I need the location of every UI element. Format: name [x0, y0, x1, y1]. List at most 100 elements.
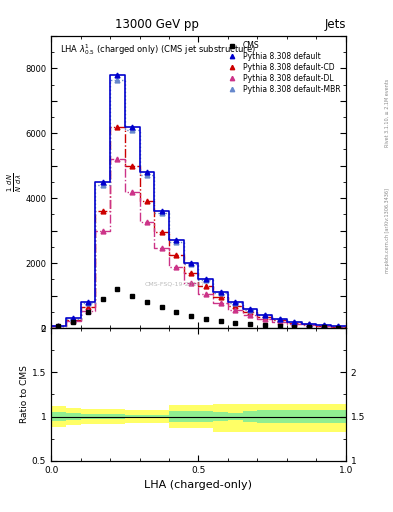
Line: CMS: CMS: [56, 287, 341, 330]
Pythia 8.308 default-CD: [233, 303, 238, 309]
Pythia 8.308 default-CD: [56, 323, 61, 329]
Pythia 8.308 default-CD: [204, 283, 208, 289]
Pythia 8.308 default: [218, 289, 223, 295]
Pythia 8.308 default: [307, 321, 311, 327]
Pythia 8.308 default-CD: [277, 317, 282, 323]
Line: Pythia 8.308 default-DL: Pythia 8.308 default-DL: [56, 157, 341, 329]
Pythia 8.308 default-DL: [321, 323, 326, 329]
CMS: [100, 296, 105, 302]
Line: Pythia 8.308 default: Pythia 8.308 default: [56, 72, 341, 329]
Pythia 8.308 default-DL: [56, 323, 61, 329]
Pythia 8.308 default-CD: [159, 229, 164, 236]
Pythia 8.308 default-DL: [233, 307, 238, 313]
Text: 13000 GeV pp: 13000 GeV pp: [115, 18, 199, 31]
Pythia 8.308 default: [233, 299, 238, 305]
Pythia 8.308 default-DL: [71, 318, 75, 324]
Pythia 8.308 default-DL: [277, 318, 282, 325]
CMS: [336, 325, 341, 331]
Pythia 8.308 default: [321, 322, 326, 328]
Pythia 8.308 default-CD: [336, 324, 341, 330]
Pythia 8.308 default-CD: [248, 309, 252, 315]
Pythia 8.308 default-DL: [204, 290, 208, 296]
Pythia 8.308 default: [174, 237, 179, 243]
Pythia 8.308 default-DL: [336, 324, 341, 330]
Pythia 8.308 default-DL: [145, 220, 149, 226]
Pythia 8.308 default-MBR: [307, 321, 311, 327]
Pythia 8.308 default-MBR: [263, 312, 267, 318]
Pythia 8.308 default: [71, 315, 75, 322]
Text: LHA $\lambda^{1}_{0.5}$ (charged only) (CMS jet substructure): LHA $\lambda^{1}_{0.5}$ (charged only) (…: [60, 41, 256, 57]
Pythia 8.308 default-MBR: [159, 210, 164, 216]
Pythia 8.308 default-CD: [263, 314, 267, 320]
Pythia 8.308 default-DL: [159, 245, 164, 251]
Pythia 8.308 default: [115, 72, 120, 78]
Pythia 8.308 default-MBR: [56, 323, 61, 329]
X-axis label: LHA (charged-only): LHA (charged-only): [145, 480, 252, 490]
Y-axis label: Ratio to CMS: Ratio to CMS: [20, 366, 29, 423]
Pythia 8.308 default-CD: [145, 198, 149, 204]
Pythia 8.308 default-DL: [100, 227, 105, 233]
Pythia 8.308 default-DL: [174, 264, 179, 270]
CMS: [115, 286, 120, 292]
Pythia 8.308 default-DL: [218, 300, 223, 306]
Legend: CMS, Pythia 8.308 default, Pythia 8.308 default-CD, Pythia 8.308 default-DL, Pyt: CMS, Pythia 8.308 default, Pythia 8.308 …: [223, 39, 342, 95]
Pythia 8.308 default-MBR: [189, 261, 193, 267]
Pythia 8.308 default-CD: [71, 317, 75, 323]
Pythia 8.308 default-DL: [292, 321, 297, 327]
CMS: [307, 324, 311, 330]
Pythia 8.308 default-MBR: [71, 315, 75, 322]
Pythia 8.308 default-MBR: [248, 307, 252, 313]
Pythia 8.308 default: [263, 312, 267, 318]
CMS: [263, 323, 267, 329]
Pythia 8.308 default-DL: [189, 280, 193, 286]
CMS: [218, 318, 223, 324]
Line: Pythia 8.308 default-MBR: Pythia 8.308 default-MBR: [56, 77, 341, 329]
Text: Rivet 3.1.10, ≥ 2.1M events: Rivet 3.1.10, ≥ 2.1M events: [385, 78, 390, 147]
Pythia 8.308 default-DL: [86, 308, 90, 314]
Pythia 8.308 default-CD: [292, 319, 297, 326]
Pythia 8.308 default-DL: [130, 188, 134, 195]
Pythia 8.308 default-DL: [307, 322, 311, 328]
Pythia 8.308 default: [204, 276, 208, 283]
CMS: [248, 322, 252, 328]
Pythia 8.308 default-CD: [189, 270, 193, 276]
Pythia 8.308 default-CD: [321, 323, 326, 329]
Pythia 8.308 default-MBR: [115, 77, 120, 83]
CMS: [277, 323, 282, 329]
CMS: [321, 324, 326, 330]
Pythia 8.308 default-CD: [174, 252, 179, 258]
Pythia 8.308 default-CD: [130, 163, 134, 169]
Pythia 8.308 default-MBR: [292, 319, 297, 325]
CMS: [145, 299, 149, 305]
Pythia 8.308 default: [189, 260, 193, 266]
Pythia 8.308 default-MBR: [336, 324, 341, 330]
Pythia 8.308 default: [336, 323, 341, 329]
Pythia 8.308 default-CD: [115, 124, 120, 130]
Pythia 8.308 default-MBR: [218, 290, 223, 296]
CMS: [159, 304, 164, 310]
Pythia 8.308 default-MBR: [321, 322, 326, 328]
CMS: [130, 292, 134, 298]
Pythia 8.308 default-CD: [86, 304, 90, 310]
Pythia 8.308 default-CD: [100, 208, 105, 214]
CMS: [56, 323, 61, 329]
Pythia 8.308 default: [130, 124, 134, 130]
Pythia 8.308 default: [159, 208, 164, 214]
Pythia 8.308 default: [86, 299, 90, 305]
Pythia 8.308 default-CD: [218, 294, 223, 301]
Pythia 8.308 default-DL: [115, 156, 120, 162]
Text: CMS-FSQ-19-20187: CMS-FSQ-19-20187: [145, 282, 205, 287]
Pythia 8.308 default-MBR: [233, 300, 238, 306]
Pythia 8.308 default-MBR: [100, 182, 105, 188]
CMS: [86, 309, 90, 315]
Pythia 8.308 default: [277, 316, 282, 322]
Pythia 8.308 default-MBR: [145, 172, 149, 178]
Pythia 8.308 default: [248, 306, 252, 312]
CMS: [174, 309, 179, 315]
Pythia 8.308 default: [145, 169, 149, 175]
CMS: [71, 318, 75, 325]
Pythia 8.308 default-DL: [248, 312, 252, 318]
Line: Pythia 8.308 default-CD: Pythia 8.308 default-CD: [56, 124, 341, 329]
Text: mcplots.cern.ch [arXiv:1306.3436]: mcplots.cern.ch [arXiv:1306.3436]: [385, 188, 390, 273]
Pythia 8.308 default-MBR: [204, 277, 208, 283]
